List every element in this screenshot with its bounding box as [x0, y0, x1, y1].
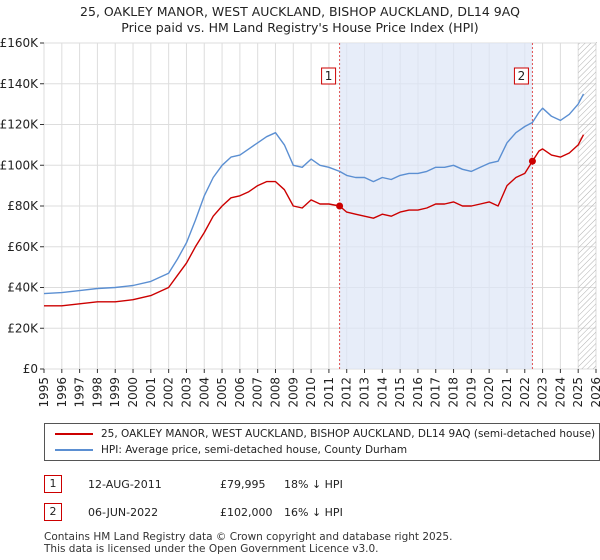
legend-item-property: 25, OAKLEY MANOR, WEST AUCKLAND, BISHOP …	[55, 428, 595, 444]
x-tick-label: 2016	[411, 377, 425, 408]
sale-point	[336, 202, 344, 210]
y-tick-label: £60K	[7, 240, 39, 254]
x-tick-label: 2012	[340, 377, 354, 408]
x-tick-label: 2014	[375, 377, 389, 408]
sale-period-shading	[339, 43, 533, 369]
y-tick-label: £140K	[0, 77, 39, 91]
x-tick-label: 2005	[215, 377, 229, 408]
x-tick-label: 1995	[37, 377, 51, 408]
sale-date: 06-JUN-2022	[88, 506, 159, 519]
sale-marker: 1	[44, 475, 62, 493]
x-tick-label: 2011	[322, 377, 336, 408]
y-tick-label: £40K	[7, 281, 39, 295]
x-tick-label: 2015	[393, 377, 407, 408]
chart-subtitle: Price paid vs. HM Land Registry's House …	[121, 20, 479, 35]
x-tick-label: 2010	[304, 377, 318, 408]
x-tick-label: 2022	[518, 377, 532, 408]
y-tick-label: £100K	[0, 158, 39, 172]
x-tick-label: 1996	[55, 377, 69, 408]
x-tick-label: 2004	[197, 377, 211, 408]
x-tick-label: 1998	[90, 377, 104, 408]
x-tick-label: 2002	[162, 377, 176, 408]
sale-date: 12-AUG-2011	[88, 478, 162, 491]
sale-label-text: 1	[325, 69, 333, 83]
y-tick-label: £0	[23, 362, 38, 376]
legend-swatch-property	[55, 433, 93, 435]
forecast-hatch	[578, 43, 596, 369]
y-tick-label: £80K	[7, 199, 39, 213]
x-tick-label: 2009	[286, 377, 300, 408]
x-tick-label: 2003	[179, 377, 193, 408]
x-tick-label: 2007	[251, 377, 265, 408]
x-tick-label: 2023	[536, 377, 550, 408]
x-tick-label: 2013	[358, 377, 372, 408]
sale-point	[528, 157, 536, 165]
sale-label-text: 2	[518, 69, 526, 83]
x-tick-label: 2001	[144, 377, 158, 408]
sale-price: £79,995	[220, 478, 266, 491]
sale-hpi-diff: 16% ↓ HPI	[284, 506, 343, 519]
x-tick-label: 2026	[589, 377, 600, 408]
sale-hpi-diff: 18% ↓ HPI	[284, 478, 343, 491]
sale-label-box	[513, 67, 529, 85]
x-tick-label: 2000	[126, 377, 140, 408]
property-price-line	[44, 134, 585, 307]
y-tick-label: £160K	[0, 36, 39, 50]
legend-label-property: 25, OAKLEY MANOR, WEST AUCKLAND, BISHOP …	[101, 428, 596, 440]
sale-marker: 2	[44, 503, 62, 521]
footer-licence: This data is licensed under the Open Gov…	[44, 543, 379, 555]
x-tick-label: 2021	[500, 377, 514, 408]
sale-label-box	[321, 67, 337, 85]
legend-item-hpi: HPI: Average price, semi-detached house,…	[55, 444, 407, 460]
x-tick-label: 1997	[73, 377, 87, 408]
legend-label-hpi: HPI: Average price, semi-detached house,…	[101, 444, 408, 456]
legend-swatch-hpi	[55, 449, 93, 451]
price-chart: 1 2 1995 1996 1997 1998 1999 2000 2001 2002 2003 2…	[0, 36, 600, 408]
y-tick-label: £120K	[0, 118, 39, 132]
x-tick-label: 2025	[571, 377, 585, 408]
x-tick-label: 2017	[429, 377, 443, 408]
legend: 25, OAKLEY MANOR, WEST AUCKLAND, BISHOP …	[44, 423, 600, 461]
x-tick-label: 2019	[464, 377, 478, 408]
x-tick-label: 2018	[447, 377, 461, 408]
x-tick-label: 2008	[268, 377, 282, 408]
chart-title: 25, OAKLEY MANOR, WEST AUCKLAND, BISHOP …	[80, 4, 520, 19]
x-tick-label: 2024	[553, 377, 567, 408]
x-tick-label: 1999	[108, 377, 122, 408]
hpi-line	[43, 93, 585, 295]
x-tick-label: 2006	[233, 377, 247, 408]
sale-price: £102,000	[220, 506, 273, 519]
x-tick-label: 2020	[482, 377, 496, 408]
footer-copyright: Contains HM Land Registry data © Crown c…	[44, 531, 453, 543]
y-tick-label: £20K	[7, 321, 39, 335]
